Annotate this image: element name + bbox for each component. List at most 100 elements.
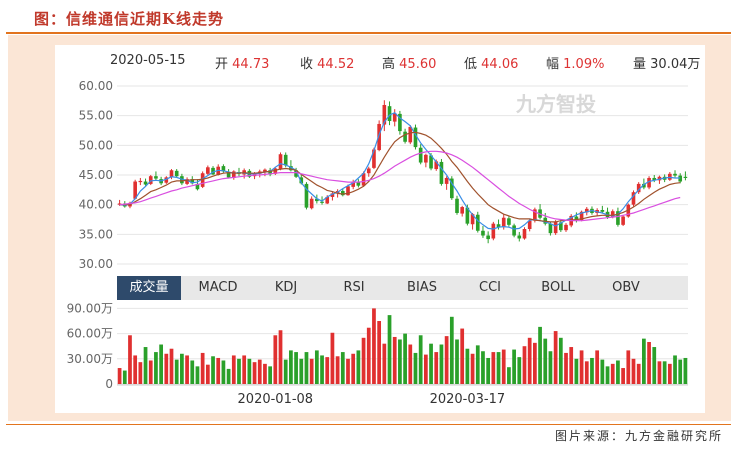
candle-body — [346, 186, 350, 196]
volume-bar — [289, 350, 293, 384]
volume-bar — [475, 345, 480, 384]
tab-bias[interactable]: BIAS — [407, 280, 437, 295]
volume-bar — [564, 352, 568, 384]
tab-kdj[interactable]: KDJ — [274, 280, 298, 295]
volume-bar — [429, 343, 433, 384]
volume-bar — [122, 370, 127, 384]
info-high: 高 45.60 — [382, 57, 437, 72]
candle-body — [392, 113, 397, 122]
volume-bar — [320, 355, 324, 384]
volume-bar — [423, 354, 428, 384]
tab-rsi[interactable]: RSI — [343, 280, 365, 295]
candle-body — [294, 170, 298, 177]
candle-body — [143, 181, 148, 185]
volume-bar — [532, 342, 537, 384]
tab-cci[interactable]: CCI — [479, 280, 501, 295]
price-tick-label: 40.00 — [79, 198, 113, 212]
moving-average-line-ma20 — [119, 150, 681, 222]
candle-body — [481, 230, 485, 236]
info-date: 2020-05-15 — [110, 53, 186, 68]
volume-bar — [413, 352, 418, 384]
candle-body — [273, 168, 278, 174]
volume-bar — [154, 352, 158, 384]
volume-bar — [392, 336, 397, 384]
volume-tick-label: 60.00万 — [67, 327, 113, 341]
volume-bar — [403, 333, 407, 384]
candle-body — [424, 154, 428, 163]
price-tick-label: 30.00 — [79, 257, 113, 271]
candle-body — [496, 224, 501, 228]
volume-bar — [621, 368, 625, 384]
volume-bar — [600, 359, 605, 384]
watermark-logo: 九方智投 — [516, 92, 596, 116]
page-title: 图：信维通信近期K线走势 — [34, 10, 225, 28]
title-divider — [6, 32, 731, 34]
price-tick-label: 55.00 — [79, 109, 113, 123]
volume-bar — [595, 350, 600, 384]
volume-bar — [335, 356, 340, 384]
candle-body — [621, 216, 625, 225]
price-tick-label: 45.00 — [79, 168, 113, 182]
candle-body — [190, 179, 195, 184]
candle-body — [174, 170, 179, 177]
tab-volume[interactable]: 成交量 — [117, 276, 181, 300]
volume-bar — [553, 331, 558, 384]
volume-bar — [180, 353, 184, 384]
candle-body — [413, 127, 418, 148]
candle-body — [636, 183, 641, 193]
volume-bar — [527, 337, 532, 384]
candle-body — [398, 113, 402, 132]
candle-body — [164, 177, 169, 183]
volume-bar — [501, 349, 506, 384]
volume-bar — [569, 347, 574, 384]
volume-bar — [548, 351, 553, 384]
candle-body — [169, 170, 174, 178]
candle-body — [678, 175, 683, 182]
source-note: 图片来源：九方金融研究所 — [554, 429, 723, 443]
volume-bar — [205, 364, 210, 384]
volume-bar — [351, 353, 356, 384]
candle-body — [444, 177, 449, 184]
candle-body — [517, 235, 522, 239]
candle-body — [283, 154, 288, 166]
candle-body — [668, 173, 672, 180]
candle-body — [320, 201, 324, 203]
candle-body — [616, 211, 620, 225]
volume-bar — [252, 362, 257, 384]
volume-bar — [517, 357, 522, 384]
volume-bar — [257, 359, 262, 384]
volume-bar — [574, 358, 579, 384]
candle-body — [278, 154, 283, 170]
candle-body — [512, 225, 516, 236]
info-close: 收 44.52 — [300, 57, 355, 72]
candle-body — [470, 214, 475, 225]
candle-body — [449, 178, 454, 199]
tab-boll[interactable]: BOLL — [541, 280, 575, 295]
tab-macd[interactable]: MACD — [198, 280, 238, 295]
candle-body — [543, 217, 548, 224]
volume-bar — [372, 308, 376, 384]
info-volume: 量 30.04万 — [633, 57, 701, 72]
volume-bar — [667, 363, 672, 384]
tab-obv[interactable]: OBV — [612, 280, 640, 295]
candle-body — [434, 161, 439, 170]
volume-bar — [377, 321, 382, 384]
volume-bar — [143, 347, 148, 384]
volume-bar — [444, 336, 449, 384]
price-tick-label: 60.00 — [79, 79, 113, 93]
candle-body — [377, 123, 381, 151]
candle-body — [117, 203, 122, 205]
date-tick-label: 2020-01-08 — [238, 392, 314, 407]
volume-tick-label: 30.00万 — [67, 352, 113, 366]
volume-bar — [418, 335, 423, 384]
candle-body — [574, 216, 579, 221]
volume-bar — [247, 358, 252, 384]
volume-bar — [148, 360, 153, 384]
volume-bar — [117, 368, 122, 384]
candle-body — [673, 173, 677, 176]
volume-bar — [398, 339, 402, 384]
volume-bar — [382, 343, 387, 384]
volume-bar — [325, 357, 330, 384]
volume-bar — [309, 358, 314, 384]
candle-body — [221, 166, 226, 172]
